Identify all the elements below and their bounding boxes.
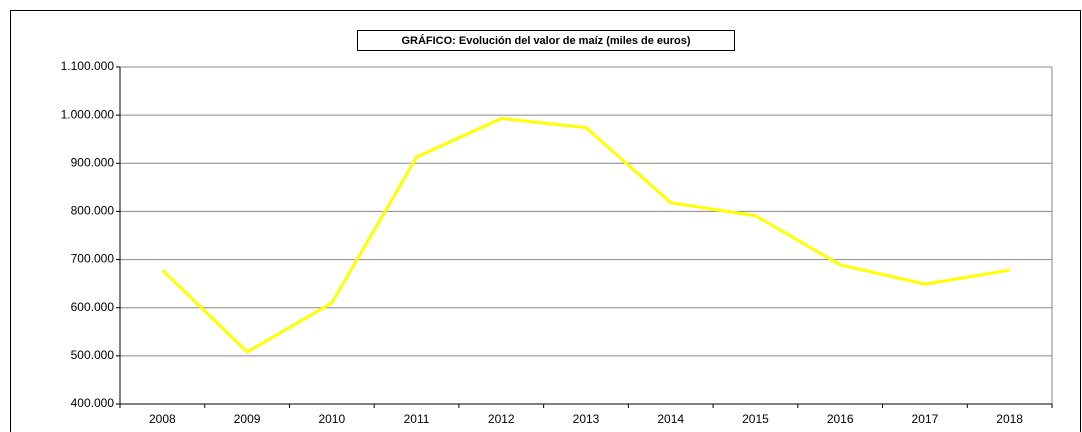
x-tick-label: 2012 <box>488 412 515 426</box>
y-tick-label: 600.000 <box>71 300 115 314</box>
x-tick-label: 2011 <box>404 412 430 426</box>
x-tick-label: 2015 <box>742 412 769 426</box>
chart-title: GRÁFICO: Evolución del valor de maíz (mi… <box>401 34 690 47</box>
x-tick-label: 2009 <box>234 412 261 426</box>
x-tick-label: 2018 <box>996 412 1023 426</box>
x-tick-label: 2008 <box>149 412 176 426</box>
x-tick-label: 2017 <box>912 412 939 426</box>
y-tick-label: 1.000.000 <box>61 107 115 121</box>
line-series <box>161 117 1010 354</box>
y-tick-label: 400.000 <box>71 396 115 410</box>
x-tick-label: 2014 <box>657 412 684 426</box>
x-tick-label: 2010 <box>318 412 345 426</box>
y-tick-label: 800.000 <box>71 204 115 218</box>
chart-frame <box>10 10 1081 432</box>
title-box <box>357 30 735 51</box>
y-tick-label: 1.100.000 <box>61 59 115 73</box>
x-tick-label: 2013 <box>573 412 600 426</box>
y-tick-label: 500.000 <box>71 348 115 362</box>
x-tick-label: 2016 <box>827 412 854 426</box>
y-tick-label: 700.000 <box>71 252 115 266</box>
y-tick-label: 900.000 <box>71 155 115 169</box>
